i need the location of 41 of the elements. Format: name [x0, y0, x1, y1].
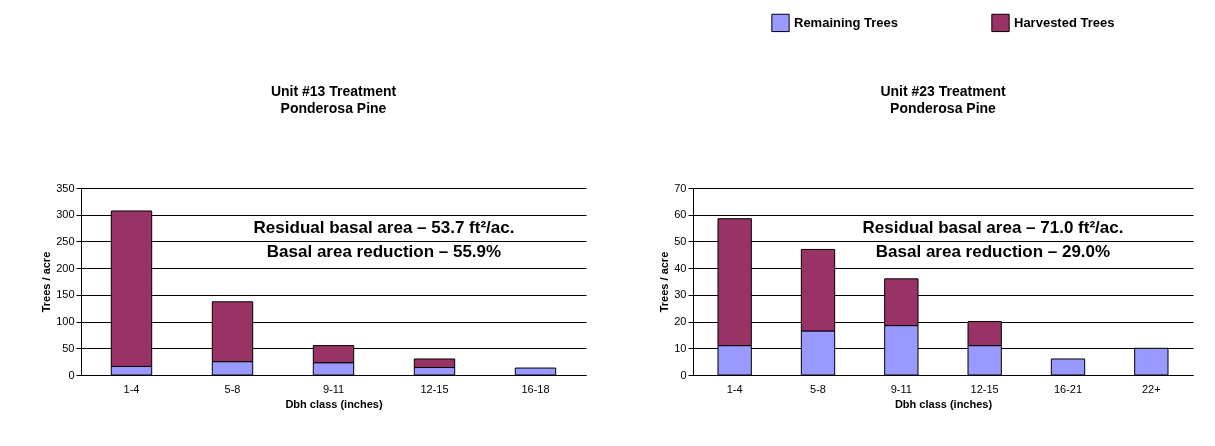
y-axis-title: Trees / acre: [40, 251, 53, 313]
chart-title: Unit #13 Treatment: [270, 83, 397, 99]
annotation: Basal area reduction – 29.0%: [875, 242, 1111, 261]
x-axis-title: Dbh class (inches): [894, 397, 993, 410]
y-tick-label: 0: [68, 368, 75, 381]
legend-label: Harvested Trees: [1014, 14, 1115, 30]
x-tick-label: 5-8: [224, 382, 241, 395]
x-axis-title: Dbh class (inches): [285, 397, 383, 410]
x-tick-label: 12-15: [970, 382, 999, 395]
chart-subtitle: Ponderosa Pine: [890, 100, 997, 116]
chart-title: Unit #23 Treatment: [880, 83, 1006, 99]
x-tick-label: 22+: [1142, 382, 1161, 395]
annotation: Residual basal area – 71.0 ft²/ac.: [862, 218, 1124, 237]
y-tick-label: 250: [56, 234, 75, 247]
y-tick-label: 0: [680, 368, 687, 381]
y-tick-label: 70: [674, 181, 687, 194]
x-tick-label: 5-8: [810, 382, 826, 395]
y-tick-label: 200: [56, 261, 75, 274]
annotation: Basal area reduction – 55.9%: [266, 242, 502, 261]
y-tick-label: 50: [674, 234, 687, 247]
y-tick-label: 30: [674, 288, 687, 301]
chart-subtitle: Ponderosa Pine: [280, 100, 387, 116]
y-tick-label: 300: [56, 208, 75, 221]
y-tick-label: 100: [56, 315, 75, 328]
y-tick-label: 10: [674, 341, 687, 354]
y-tick-label: 150: [56, 288, 75, 301]
y-tick-label: 40: [674, 261, 687, 274]
legend-label: Remaining Trees: [794, 14, 899, 30]
x-tick-label: 1-4: [123, 382, 140, 395]
x-tick-label: 9-11: [322, 382, 345, 395]
y-tick-label: 20: [674, 315, 687, 328]
y-tick-label: 350: [56, 181, 75, 194]
y-tick-label: 50: [62, 341, 75, 354]
y-axis-title: Trees / acre: [658, 251, 671, 313]
x-tick-label: 16-21: [1053, 382, 1083, 395]
x-tick-label: 16-18: [521, 382, 550, 395]
x-tick-label: 9-11: [890, 382, 912, 395]
x-tick-label: 12-15: [420, 382, 449, 395]
y-tick-label: 60: [674, 208, 687, 221]
annotation: Residual basal area – 53.7 ft²/ac.: [253, 218, 515, 237]
x-tick-label: 1-4: [726, 382, 743, 395]
